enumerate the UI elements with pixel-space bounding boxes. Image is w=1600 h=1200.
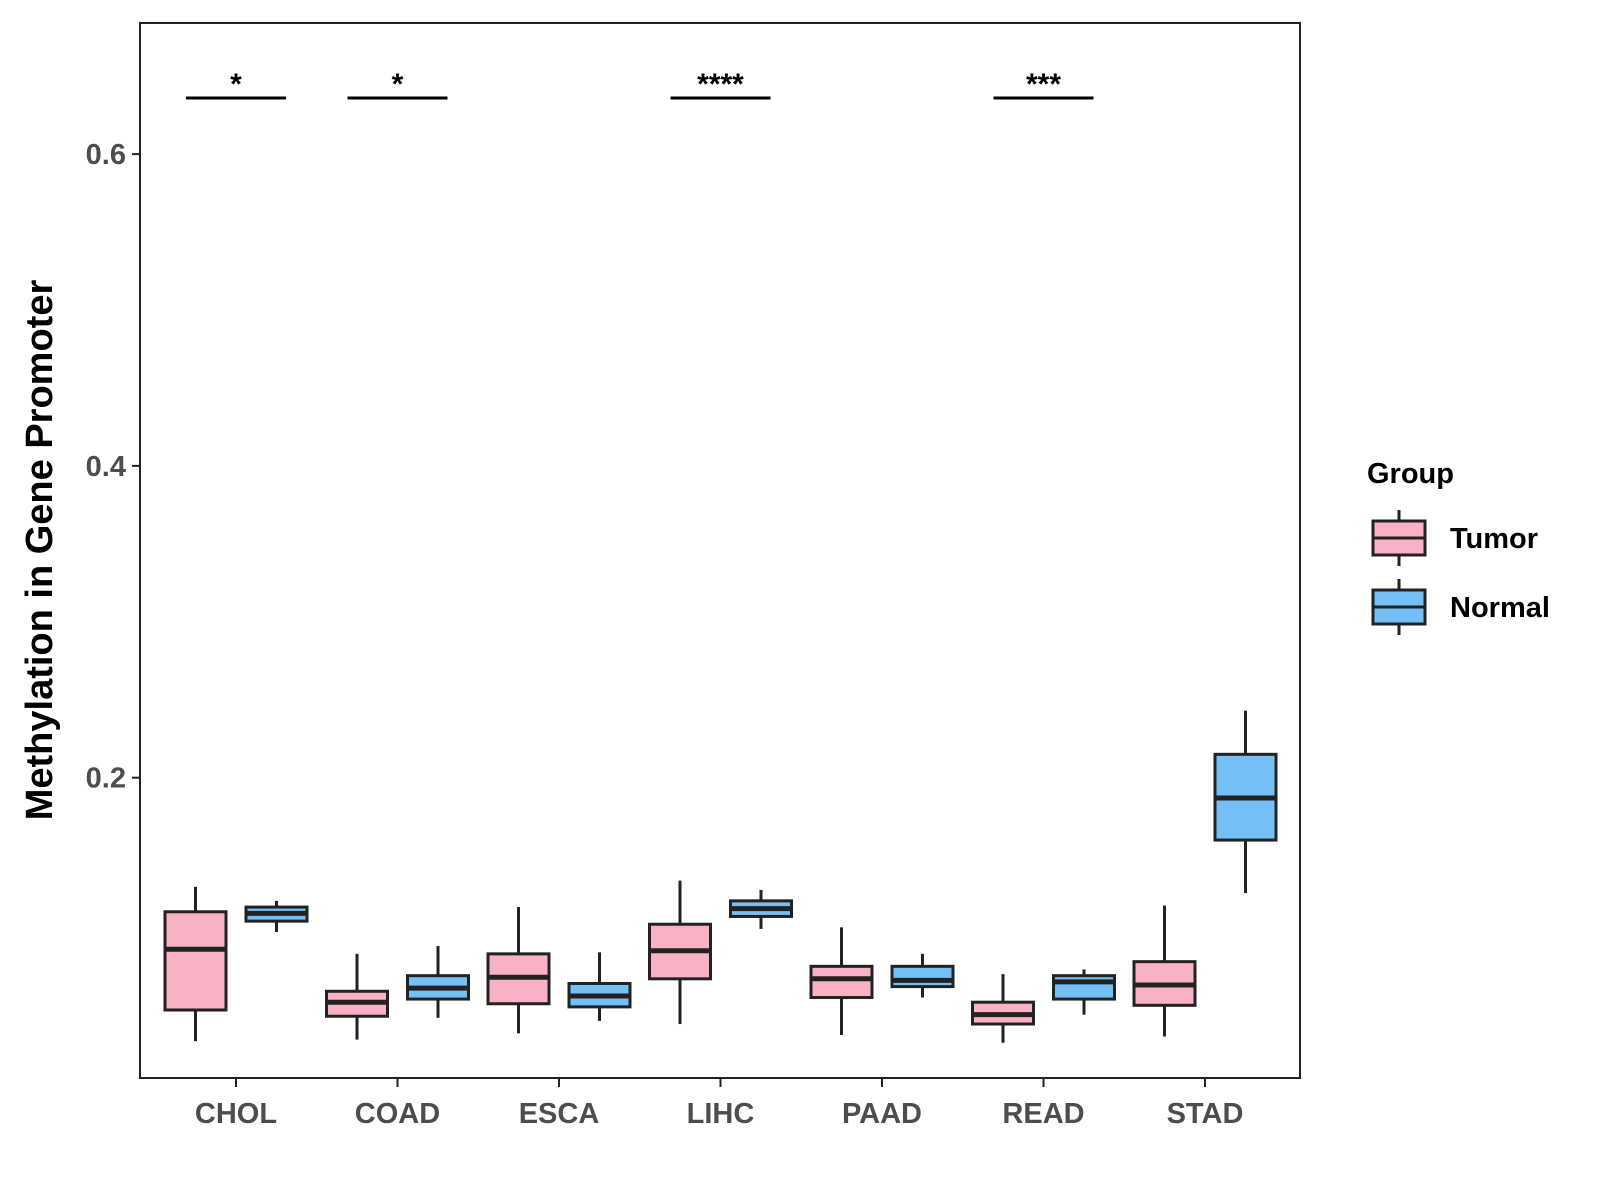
boxes-layer bbox=[163, 710, 1278, 1043]
box-normal-stad bbox=[1213, 710, 1278, 894]
significance-read: *** bbox=[993, 68, 1094, 101]
significance-coad: * bbox=[347, 68, 448, 101]
x-tick-label: READ bbox=[1002, 1098, 1084, 1130]
box-normal-lihc bbox=[729, 889, 793, 929]
significance-label: *** bbox=[1026, 68, 1061, 101]
significance-lihc: **** bbox=[670, 68, 771, 101]
box-iqr bbox=[890, 964, 955, 989]
box-iqr bbox=[163, 910, 228, 1012]
significance-label: **** bbox=[697, 68, 744, 101]
x-tick-label: COAD bbox=[355, 1098, 440, 1130]
axis-layer: 0.2 0.4 0.6 CHOL COAD ESCA LIHC PAAD READ STAD bbox=[86, 139, 1244, 1130]
box-iqr bbox=[1052, 974, 1116, 1001]
significance-label: * bbox=[392, 68, 404, 101]
legend-label: Normal bbox=[1450, 592, 1550, 624]
x-tick-label: STAD bbox=[1167, 1098, 1244, 1130]
significance-layer: * * **** *** bbox=[186, 68, 1094, 101]
box-normal-esca bbox=[567, 952, 632, 1021]
plot-panel bbox=[139, 22, 1301, 1079]
box-tumor-coad bbox=[325, 953, 389, 1040]
legend-entry-normal: Normal bbox=[1371, 579, 1550, 635]
box-normal-paad bbox=[890, 953, 955, 998]
legend-title: Group bbox=[1367, 458, 1454, 490]
box-normal-chol bbox=[244, 900, 309, 933]
box-iqr bbox=[809, 964, 874, 1000]
box-tumor-esca bbox=[486, 907, 551, 1034]
x-tick-label: PAAD bbox=[842, 1098, 922, 1130]
legend-entry-tumor: Tumor bbox=[1371, 510, 1538, 566]
legend-entries: Tumor Normal bbox=[1371, 510, 1550, 635]
significance-label: * bbox=[230, 68, 242, 101]
y-tick-label: 0.6 bbox=[86, 139, 126, 171]
box-tumor-read bbox=[971, 974, 1035, 1043]
box-tumor-chol bbox=[163, 886, 228, 1042]
y-axis-title: Methylation in Gene Promoter bbox=[19, 280, 61, 821]
x-tick-label: ESCA bbox=[519, 1098, 600, 1130]
y-tick-label: 0.2 bbox=[86, 763, 126, 795]
y-tick-label: 0.4 bbox=[86, 451, 126, 483]
box-normal-coad bbox=[406, 946, 470, 1018]
box-tumor-paad bbox=[809, 927, 874, 1035]
box-tumor-lihc bbox=[648, 880, 712, 1025]
significance-chol: * bbox=[186, 68, 286, 101]
x-tick-label: LIHC bbox=[687, 1098, 755, 1130]
legend: Group Tumor Normal bbox=[1367, 458, 1550, 635]
box-normal-read bbox=[1052, 969, 1116, 1015]
x-tick-label: CHOL bbox=[195, 1098, 277, 1130]
legend-label: Tumor bbox=[1450, 523, 1538, 555]
box-tumor-stad bbox=[1132, 905, 1197, 1037]
